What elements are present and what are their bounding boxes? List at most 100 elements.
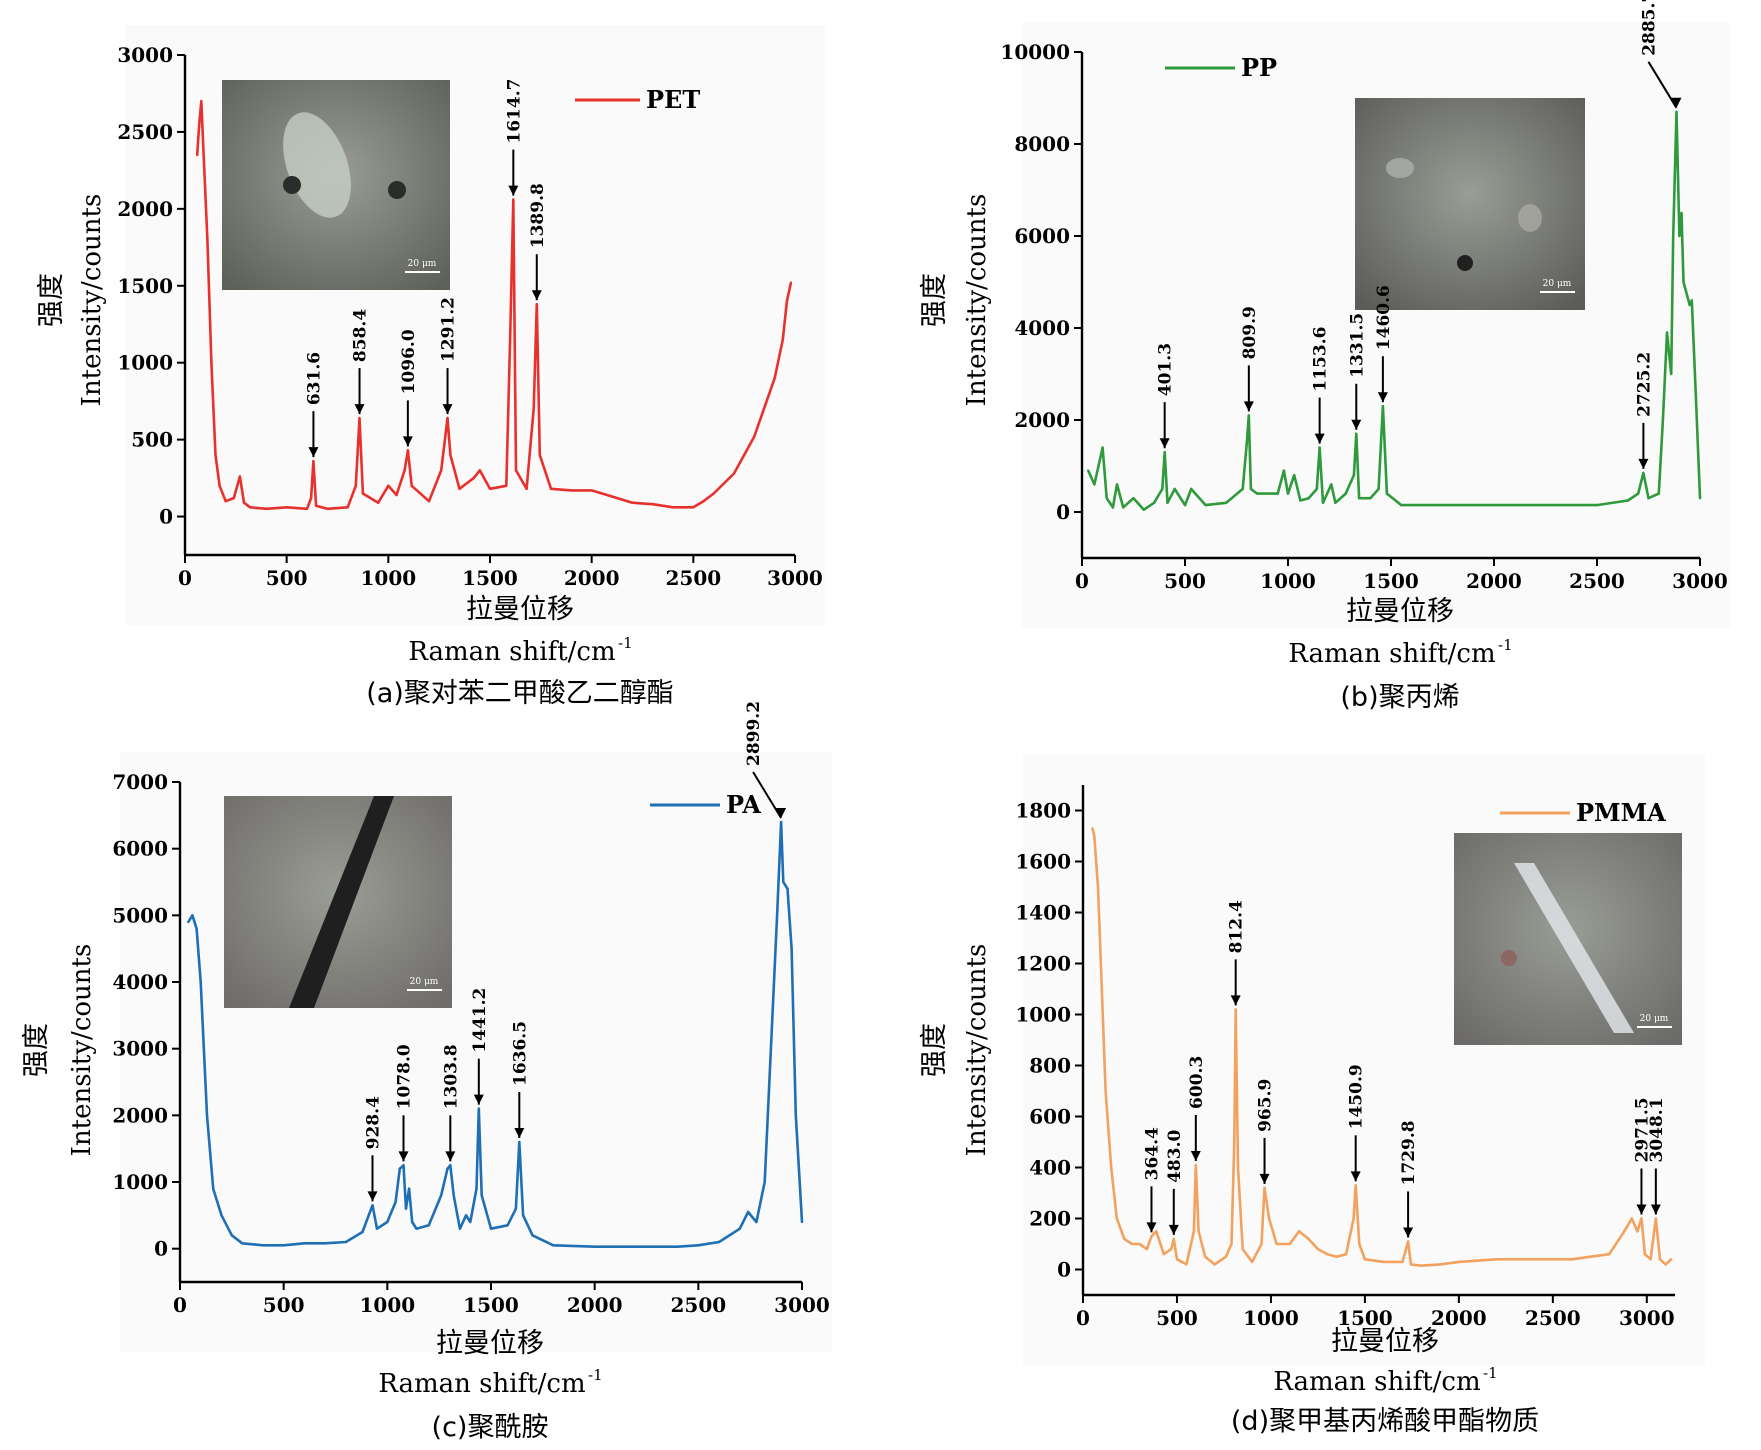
x-tick-label: 2000 (564, 566, 620, 590)
data-point (1297, 1230, 1301, 1233)
data-point (1680, 211, 1683, 215)
data-point (1286, 492, 1290, 495)
scale-bar-label: 20 μm (1640, 1014, 1669, 1024)
peak-label: 858.4 (351, 309, 371, 362)
y-tick-label: 1200 (1015, 952, 1071, 976)
data-point (593, 1245, 596, 1248)
x-tick-label: 1000 (1260, 569, 1316, 593)
data-point (346, 506, 349, 509)
y-tick-label: 6000 (1014, 224, 1070, 248)
x-tick-label: 0 (173, 1293, 187, 1317)
data-point (1672, 234, 1675, 238)
data-point (398, 1167, 401, 1170)
x-axis-label-en: Raman shift/cm (1288, 639, 1495, 669)
data-point (1204, 503, 1207, 507)
data-point (1334, 501, 1337, 504)
x-axis-label-superscript: -1 (1483, 1364, 1498, 1382)
data-point (552, 1244, 555, 1247)
data-point (1123, 1237, 1126, 1241)
peak-label: 600.3 (1187, 1056, 1207, 1109)
data-point (1282, 469, 1286, 472)
data-point (514, 1207, 518, 1210)
data-point (323, 1242, 327, 1245)
data-point (1307, 497, 1310, 500)
data-point (1250, 1260, 1254, 1264)
data-point (285, 506, 288, 509)
peak-arrowhead (1636, 1204, 1647, 1215)
data-point (702, 499, 705, 503)
data-point (1495, 1258, 1498, 1261)
peak-label: 3048.1 (1647, 1097, 1667, 1162)
data-point (230, 1234, 234, 1237)
data-point (1321, 501, 1325, 504)
x-tick-label: 0 (1076, 1306, 1090, 1330)
data-point (1109, 1166, 1113, 1169)
y-tick-label: 1400 (1015, 901, 1071, 925)
panel-d: 20 μm 0 500 1000 1500 2000 2500 3000 0 200 400 600 8… (870, 730, 1761, 1450)
data-point (206, 238, 209, 241)
peak-arrowhead (1351, 419, 1362, 430)
peak-arrowhead (1350, 1171, 1361, 1182)
data-point (196, 153, 199, 157)
data-point (746, 1210, 750, 1214)
data-point (1173, 487, 1176, 491)
data-point (1354, 1184, 1357, 1187)
peak-arrowhead (308, 447, 319, 458)
data-point (671, 506, 675, 509)
data-point (1166, 501, 1169, 504)
y-tick-label: 3000 (112, 1037, 168, 1061)
scale-bar-label: 20 μm (1543, 279, 1572, 289)
peak-label: 1389.8 (528, 183, 548, 248)
data-point (1315, 487, 1319, 491)
y-tick-label: 2000 (117, 197, 173, 221)
data-point (790, 947, 793, 950)
data-point (1162, 1253, 1166, 1256)
data-point (1457, 1260, 1461, 1264)
data-point (1097, 464, 1100, 468)
data-point (358, 416, 361, 420)
data-point (354, 484, 357, 487)
y-tick-label: 5000 (112, 903, 168, 927)
data-point (305, 507, 309, 511)
x-axis-label-en: Raman shift/cm (378, 1369, 585, 1399)
data-point (452, 1194, 455, 1197)
data-point (1192, 1230, 1196, 1233)
chart-pmma: 20 μm 0 500 1000 1500 2000 2500 3000 0 200 400 600 8… (919, 755, 1705, 1437)
data-point (361, 1230, 364, 1234)
data-point (410, 484, 413, 487)
x-axis-label-superscript: -1 (588, 1366, 603, 1384)
chart-pet: 20 μm 0 500 1000 1500 2000 2500 3000 0 500 1000 150… (36, 25, 825, 709)
data-point (427, 499, 431, 503)
data-point (1307, 1237, 1310, 1241)
data-point (769, 1047, 773, 1050)
data-point (1093, 834, 1096, 838)
data-point (1155, 1230, 1158, 1233)
data-point (265, 507, 268, 511)
data-point (1203, 1255, 1207, 1258)
scale-bar-label: 20 μm (410, 977, 439, 987)
data-point (1698, 497, 1702, 500)
x-tick-label: 3000 (1619, 1306, 1675, 1330)
data-point (1694, 395, 1698, 399)
panel-caption: (a)聚对苯二甲酸乙二醇酯 (366, 678, 674, 709)
data-point (224, 499, 227, 503)
data-point (1420, 1264, 1423, 1267)
peak-arrowhead (402, 436, 413, 447)
data-point (1152, 501, 1156, 504)
data-point (1344, 1253, 1348, 1256)
y-tick-label: 0 (1057, 1258, 1071, 1282)
chart-pa: 20 μm 0 500 1000 1500 2000 2500 3000 0 1000 2000 30… (21, 701, 832, 1443)
data-point (1086, 469, 1090, 472)
data-point (1532, 1258, 1536, 1261)
legend-label: PA (726, 790, 761, 819)
data-point (446, 1167, 449, 1170)
y-axis-label-en: Intensity/counts (962, 194, 992, 407)
y-tick-label: 1600 (1015, 850, 1071, 874)
x-axis-label-cn: 拉曼位移 (466, 594, 574, 625)
peak-label: 1729.8 (1399, 1120, 1419, 1185)
data-point (1630, 1217, 1633, 1220)
data-point (631, 501, 634, 504)
data-point (1385, 492, 1389, 495)
y-tick-label: 2000 (112, 1103, 168, 1127)
x-tick-label: 2500 (665, 566, 721, 590)
